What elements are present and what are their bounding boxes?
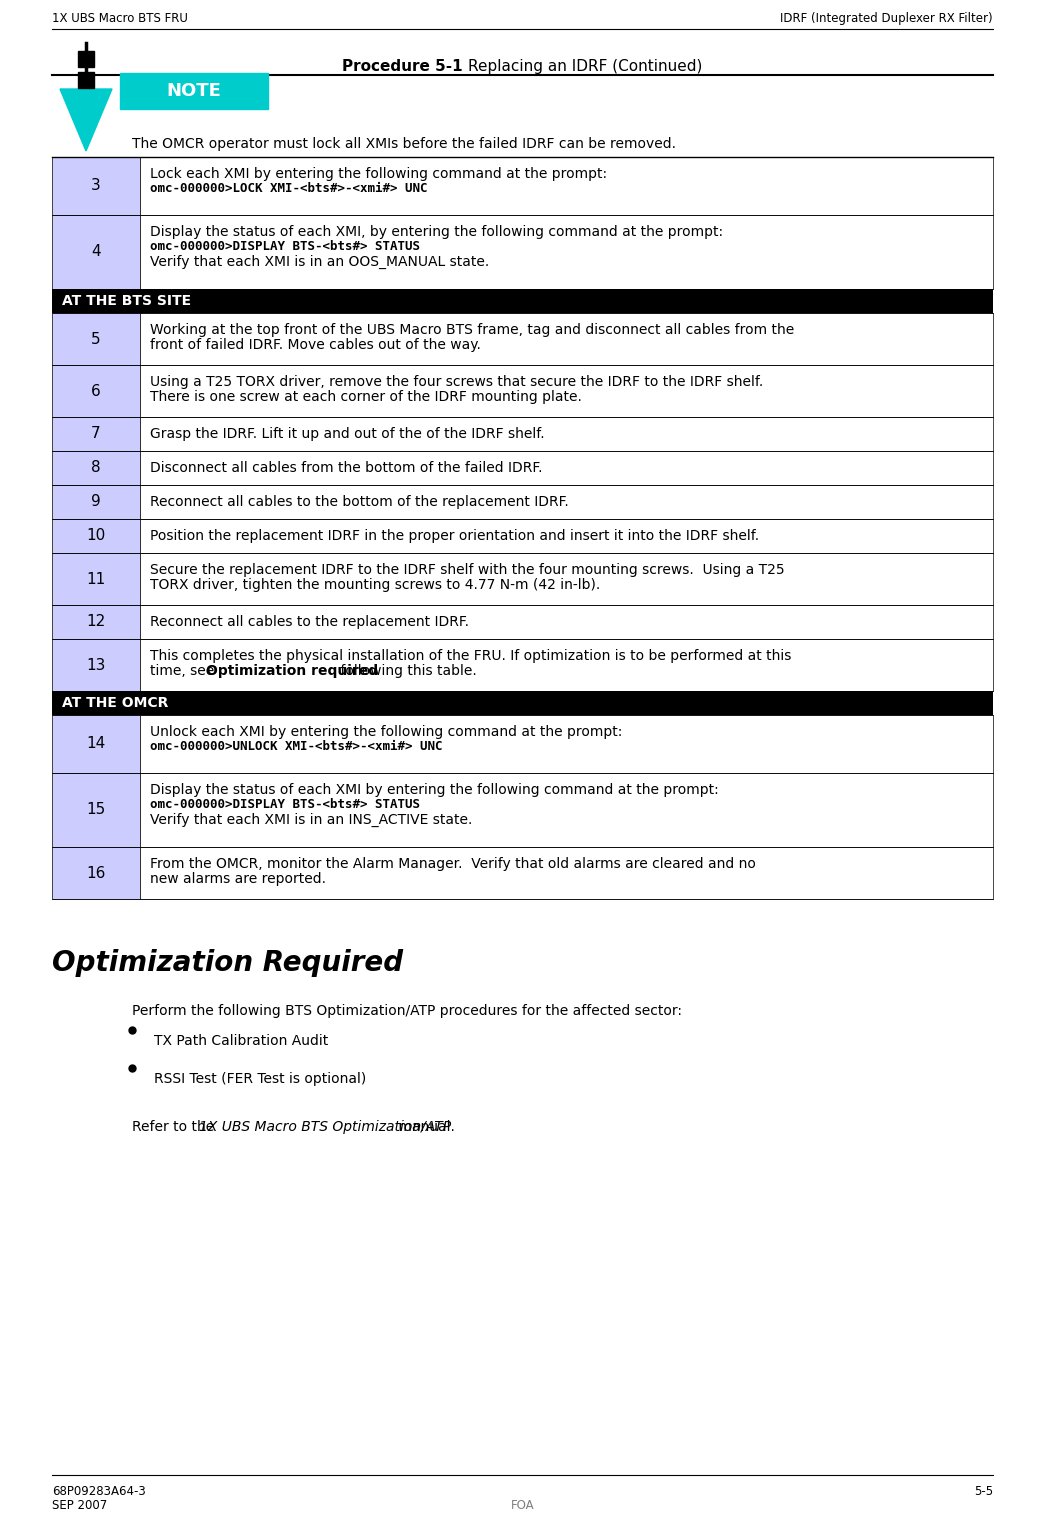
Text: Procedure 5-1: Procedure 5-1 bbox=[342, 60, 463, 73]
FancyBboxPatch shape bbox=[140, 365, 993, 417]
Text: Using a T25 TORX driver, remove the four screws that secure the IDRF to the IDRF: Using a T25 TORX driver, remove the four… bbox=[150, 376, 763, 389]
Text: The OMCR operator must lock all XMIs before the failed IDRF can be removed.: The OMCR operator must lock all XMIs bef… bbox=[132, 137, 676, 151]
Text: Lock each XMI by entering the following command at the prompt:: Lock each XMI by entering the following … bbox=[150, 166, 607, 182]
Text: Optimization Required: Optimization Required bbox=[52, 948, 403, 977]
FancyBboxPatch shape bbox=[52, 715, 140, 773]
Text: Perform the following BTS Optimization/ATP procedures for the affected sector:: Perform the following BTS Optimization/A… bbox=[132, 1003, 682, 1019]
Text: 5: 5 bbox=[91, 331, 100, 347]
Text: Verify that each XMI is in an INS_ACTIVE state.: Verify that each XMI is in an INS_ACTIVE… bbox=[150, 812, 472, 828]
Text: 11: 11 bbox=[87, 571, 106, 586]
FancyBboxPatch shape bbox=[140, 450, 993, 486]
Text: This completes the physical installation of the FRU. If optimization is to be pe: This completes the physical installation… bbox=[150, 649, 791, 663]
Text: front of failed IDRF. Move cables out of the way.: front of failed IDRF. Move cables out of… bbox=[150, 337, 481, 353]
FancyBboxPatch shape bbox=[52, 417, 140, 450]
FancyBboxPatch shape bbox=[78, 72, 94, 89]
FancyBboxPatch shape bbox=[140, 417, 993, 450]
FancyBboxPatch shape bbox=[52, 450, 140, 486]
FancyBboxPatch shape bbox=[52, 365, 140, 417]
Text: 3: 3 bbox=[91, 179, 101, 194]
FancyBboxPatch shape bbox=[140, 638, 993, 692]
FancyBboxPatch shape bbox=[52, 692, 993, 715]
FancyBboxPatch shape bbox=[78, 50, 94, 67]
FancyBboxPatch shape bbox=[52, 157, 140, 215]
Text: IDRF (Integrated Duplexer RX Filter): IDRF (Integrated Duplexer RX Filter) bbox=[781, 12, 993, 24]
Text: 1X UBS Macro BTS Optimization/ATP: 1X UBS Macro BTS Optimization/ATP bbox=[199, 1119, 451, 1135]
Text: Disconnect all cables from the bottom of the failed IDRF.: Disconnect all cables from the bottom of… bbox=[150, 461, 542, 475]
Text: TX Path Calibration Audit: TX Path Calibration Audit bbox=[154, 1034, 328, 1048]
FancyBboxPatch shape bbox=[52, 313, 140, 365]
FancyBboxPatch shape bbox=[140, 773, 993, 847]
Text: omc-000000>UNLOCK XMI-<bts#>-<xmi#> UNC: omc-000000>UNLOCK XMI-<bts#>-<xmi#> UNC bbox=[150, 741, 442, 753]
Text: 13: 13 bbox=[87, 658, 106, 672]
FancyBboxPatch shape bbox=[140, 553, 993, 605]
Text: 10: 10 bbox=[87, 528, 106, 544]
FancyBboxPatch shape bbox=[52, 215, 140, 289]
Text: 9: 9 bbox=[91, 495, 101, 510]
Text: new alarms are reported.: new alarms are reported. bbox=[150, 872, 326, 886]
Text: omc-000000>DISPLAY BTS-<bts#> STATUS: omc-000000>DISPLAY BTS-<bts#> STATUS bbox=[150, 240, 420, 253]
Text: omc-000000>DISPLAY BTS-<bts#> STATUS: omc-000000>DISPLAY BTS-<bts#> STATUS bbox=[150, 799, 420, 811]
Text: 6: 6 bbox=[91, 383, 101, 399]
Text: 5-5: 5-5 bbox=[974, 1484, 993, 1498]
Text: omc-000000>LOCK XMI-<bts#>-<xmi#> UNC: omc-000000>LOCK XMI-<bts#>-<xmi#> UNC bbox=[150, 182, 427, 195]
Text: Optimization required: Optimization required bbox=[206, 664, 377, 678]
Text: 12: 12 bbox=[87, 614, 106, 629]
Text: 16: 16 bbox=[87, 866, 106, 881]
FancyBboxPatch shape bbox=[140, 715, 993, 773]
Text: Reconnect all cables to the bottom of the replacement IDRF.: Reconnect all cables to the bottom of th… bbox=[150, 495, 568, 508]
FancyBboxPatch shape bbox=[52, 486, 140, 519]
FancyBboxPatch shape bbox=[52, 638, 140, 692]
Text: Refer to the: Refer to the bbox=[132, 1119, 218, 1135]
Text: From the OMCR, monitor the Alarm Manager.  Verify that old alarms are cleared an: From the OMCR, monitor the Alarm Manager… bbox=[150, 857, 756, 870]
FancyBboxPatch shape bbox=[52, 773, 140, 847]
Text: 1X UBS Macro BTS FRU: 1X UBS Macro BTS FRU bbox=[52, 12, 188, 24]
Text: SEP 2007: SEP 2007 bbox=[52, 1500, 108, 1512]
Text: Display the status of each XMI, by entering the following command at the prompt:: Display the status of each XMI, by enter… bbox=[150, 224, 723, 240]
Text: 14: 14 bbox=[87, 736, 106, 751]
FancyBboxPatch shape bbox=[52, 847, 140, 899]
FancyBboxPatch shape bbox=[52, 553, 140, 605]
Text: NOTE: NOTE bbox=[166, 82, 222, 99]
Text: There is one screw at each corner of the IDRF mounting plate.: There is one screw at each corner of the… bbox=[150, 389, 582, 405]
FancyBboxPatch shape bbox=[140, 157, 993, 215]
Text: following this table.: following this table. bbox=[335, 664, 477, 678]
Text: Display the status of each XMI by entering the following command at the prompt:: Display the status of each XMI by enteri… bbox=[150, 783, 719, 797]
Text: 8: 8 bbox=[91, 461, 100, 475]
Text: Reconnect all cables to the replacement IDRF.: Reconnect all cables to the replacement … bbox=[150, 615, 469, 629]
Text: Position the replacement IDRF in the proper orientation and insert it into the I: Position the replacement IDRF in the pro… bbox=[150, 528, 759, 544]
FancyBboxPatch shape bbox=[52, 519, 140, 553]
FancyBboxPatch shape bbox=[120, 73, 268, 108]
FancyBboxPatch shape bbox=[140, 605, 993, 638]
Text: Replacing an IDRF (Continued): Replacing an IDRF (Continued) bbox=[467, 60, 702, 73]
Text: 15: 15 bbox=[87, 803, 106, 817]
Text: 7: 7 bbox=[91, 426, 100, 441]
FancyBboxPatch shape bbox=[140, 313, 993, 365]
Text: FOA: FOA bbox=[511, 1500, 534, 1512]
FancyBboxPatch shape bbox=[52, 289, 993, 313]
Text: AT THE BTS SITE: AT THE BTS SITE bbox=[62, 295, 191, 308]
Text: TORX driver, tighten the mounting screws to 4.77 N-m (42 in-lb).: TORX driver, tighten the mounting screws… bbox=[150, 579, 600, 592]
Text: Grasp the IDRF. Lift it up and out of the of the IDRF shelf.: Grasp the IDRF. Lift it up and out of th… bbox=[150, 428, 544, 441]
Text: Working at the top front of the UBS Macro BTS frame, tag and disconnect all cabl: Working at the top front of the UBS Macr… bbox=[150, 324, 794, 337]
Text: time, see: time, see bbox=[150, 664, 218, 678]
FancyBboxPatch shape bbox=[140, 847, 993, 899]
FancyBboxPatch shape bbox=[140, 519, 993, 553]
Text: Secure the replacement IDRF to the IDRF shelf with the four mounting screws.  Us: Secure the replacement IDRF to the IDRF … bbox=[150, 563, 785, 577]
Text: Unlock each XMI by entering the following command at the prompt:: Unlock each XMI by entering the followin… bbox=[150, 725, 623, 739]
Text: 4: 4 bbox=[91, 244, 100, 260]
Polygon shape bbox=[60, 89, 112, 151]
Text: 68P09283A64-3: 68P09283A64-3 bbox=[52, 1484, 145, 1498]
Text: AT THE OMCR: AT THE OMCR bbox=[62, 696, 168, 710]
Text: manual.: manual. bbox=[394, 1119, 455, 1135]
FancyBboxPatch shape bbox=[140, 215, 993, 289]
Text: Verify that each XMI is in an OOS_MANUAL state.: Verify that each XMI is in an OOS_MANUAL… bbox=[150, 255, 489, 269]
FancyBboxPatch shape bbox=[140, 486, 993, 519]
FancyBboxPatch shape bbox=[52, 605, 140, 638]
Text: RSSI Test (FER Test is optional): RSSI Test (FER Test is optional) bbox=[154, 1072, 366, 1086]
